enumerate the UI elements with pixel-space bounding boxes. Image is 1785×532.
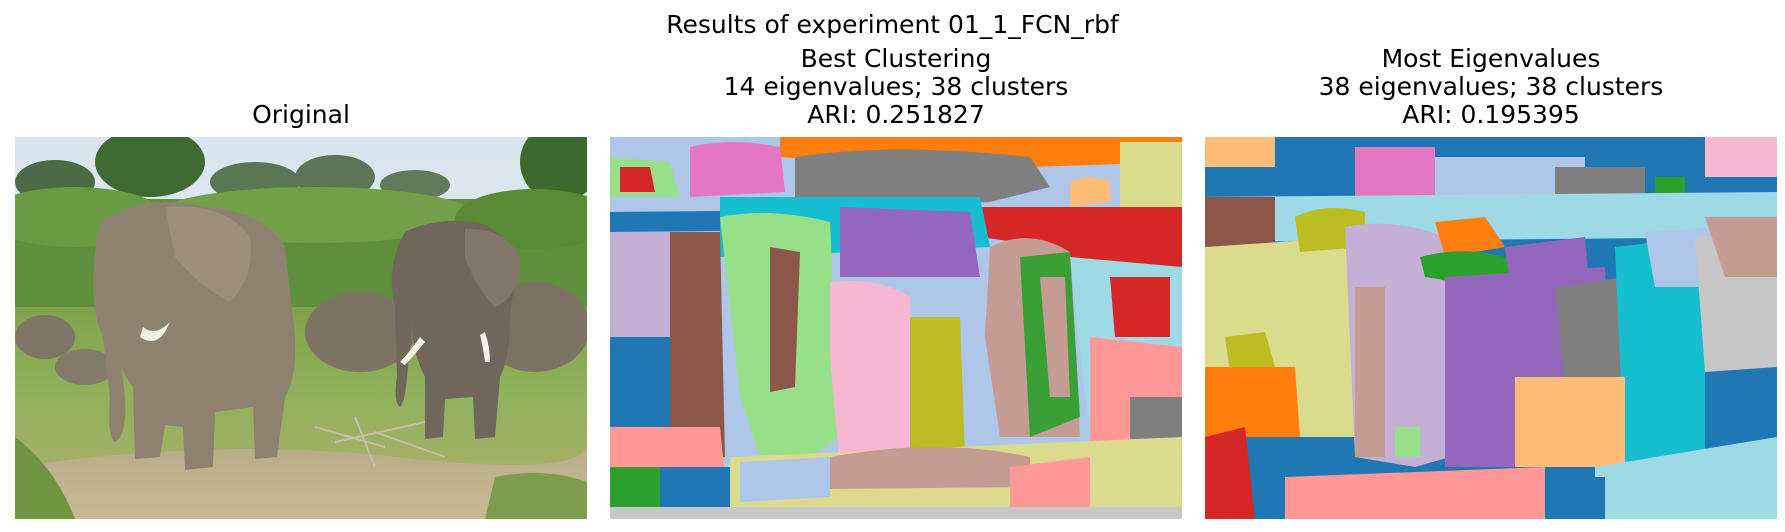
- segmentation-image: [1205, 137, 1777, 519]
- segmentation-map-best: [610, 137, 1182, 519]
- panel-title-line: 14 eigenvalues; 38 clusters: [723, 72, 1069, 101]
- panel-title: Best Clustering 14 eigenvalues; 38 clust…: [610, 45, 1182, 129]
- elephant-photo: [15, 137, 587, 519]
- panel-title-line: 38 eigenvalues; 38 clusters: [1318, 72, 1664, 101]
- panel-title-line: Most Eigenvalues: [1381, 44, 1601, 73]
- panel-most-eigenvalues: Most Eigenvalues 38 eigenvalues; 38 clus…: [1205, 0, 1777, 532]
- panel-title: Most Eigenvalues 38 eigenvalues; 38 clus…: [1205, 45, 1777, 129]
- panel-title-line: ARI: 0.195395: [1402, 100, 1580, 129]
- panel-title: Original: [15, 101, 587, 129]
- segmentation-map-most: [1205, 137, 1777, 519]
- panel-title-line: ARI: 0.251827: [807, 100, 985, 129]
- panel-title-line: Best Clustering: [800, 44, 992, 73]
- segmentation-image: [610, 137, 1182, 519]
- panel-best-clustering: Best Clustering 14 eigenvalues; 38 clust…: [610, 0, 1182, 532]
- figure-suptitle: Results of experiment 01_1_FCN_rbf: [666, 10, 1119, 39]
- panel-original: Original: [15, 0, 587, 532]
- original-photo: [15, 137, 587, 519]
- panel-title-line: Original: [252, 100, 350, 129]
